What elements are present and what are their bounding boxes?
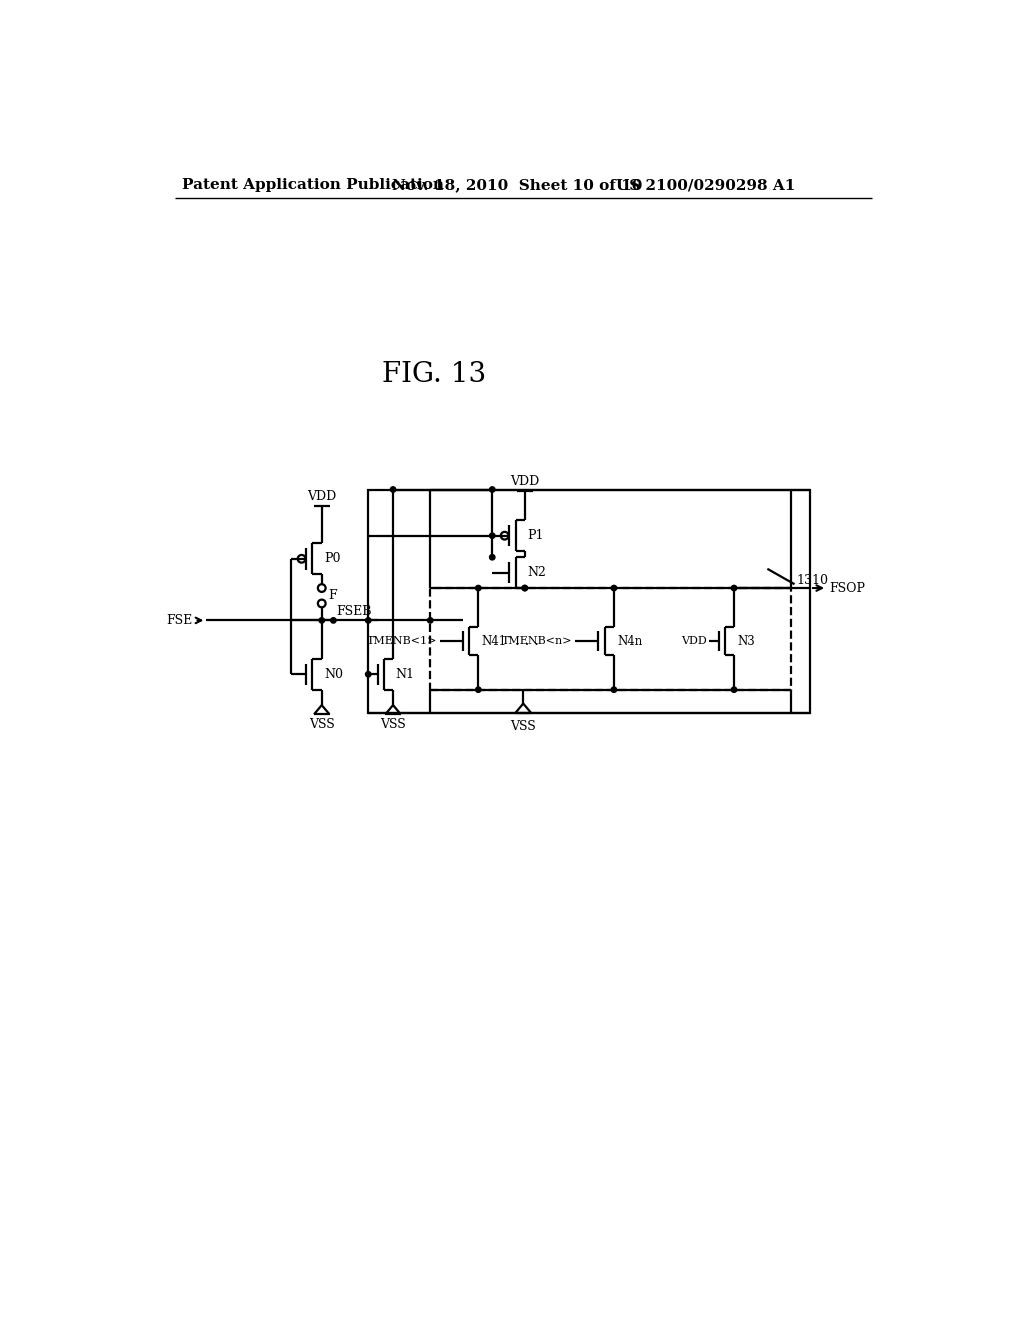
Text: VDD: VDD [681, 636, 707, 647]
Text: TMENB<1>: TMENB<1> [367, 636, 437, 647]
Text: TMENB<n>: TMENB<n> [503, 636, 572, 647]
Text: FSE: FSE [166, 614, 193, 627]
Circle shape [489, 554, 495, 560]
Text: . . .: . . . [515, 634, 539, 648]
Text: FSEB: FSEB [337, 605, 372, 618]
Text: US 2100/0290298 A1: US 2100/0290298 A1 [616, 178, 796, 193]
Circle shape [489, 533, 495, 539]
Bar [430, 589, 791, 689]
Text: N1: N1 [395, 668, 415, 681]
Text: VSS: VSS [510, 721, 537, 734]
Text: VSS: VSS [380, 718, 406, 731]
Text: VDD: VDD [510, 475, 540, 488]
Circle shape [366, 618, 371, 623]
Text: FIG. 13: FIG. 13 [382, 360, 486, 388]
Circle shape [489, 487, 495, 492]
Circle shape [522, 585, 527, 591]
Circle shape [731, 686, 736, 693]
Text: 1310: 1310 [796, 574, 828, 587]
Text: VSS: VSS [309, 718, 335, 731]
Text: Nov. 18, 2010  Sheet 10 of 10: Nov. 18, 2010 Sheet 10 of 10 [391, 178, 642, 193]
Text: Patent Application Publication: Patent Application Publication [182, 178, 444, 193]
Circle shape [366, 672, 371, 677]
Text: VDD: VDD [307, 490, 336, 503]
Text: N41: N41 [481, 635, 507, 648]
Text: F: F [328, 589, 337, 602]
Text: P0: P0 [324, 552, 341, 565]
Circle shape [319, 618, 325, 623]
Circle shape [475, 585, 481, 591]
Circle shape [522, 585, 527, 591]
Circle shape [428, 618, 433, 623]
Text: FSOP: FSOP [829, 582, 865, 594]
Text: N0: N0 [324, 668, 343, 681]
Text: P1: P1 [527, 529, 544, 543]
Bar [369, 490, 810, 713]
Circle shape [731, 585, 736, 591]
Circle shape [331, 618, 336, 623]
Text: N3: N3 [737, 635, 755, 648]
Text: N4n: N4n [617, 635, 642, 648]
Circle shape [475, 686, 481, 693]
Circle shape [611, 686, 616, 693]
Text: N2: N2 [527, 566, 546, 579]
Circle shape [390, 487, 395, 492]
Circle shape [611, 585, 616, 591]
